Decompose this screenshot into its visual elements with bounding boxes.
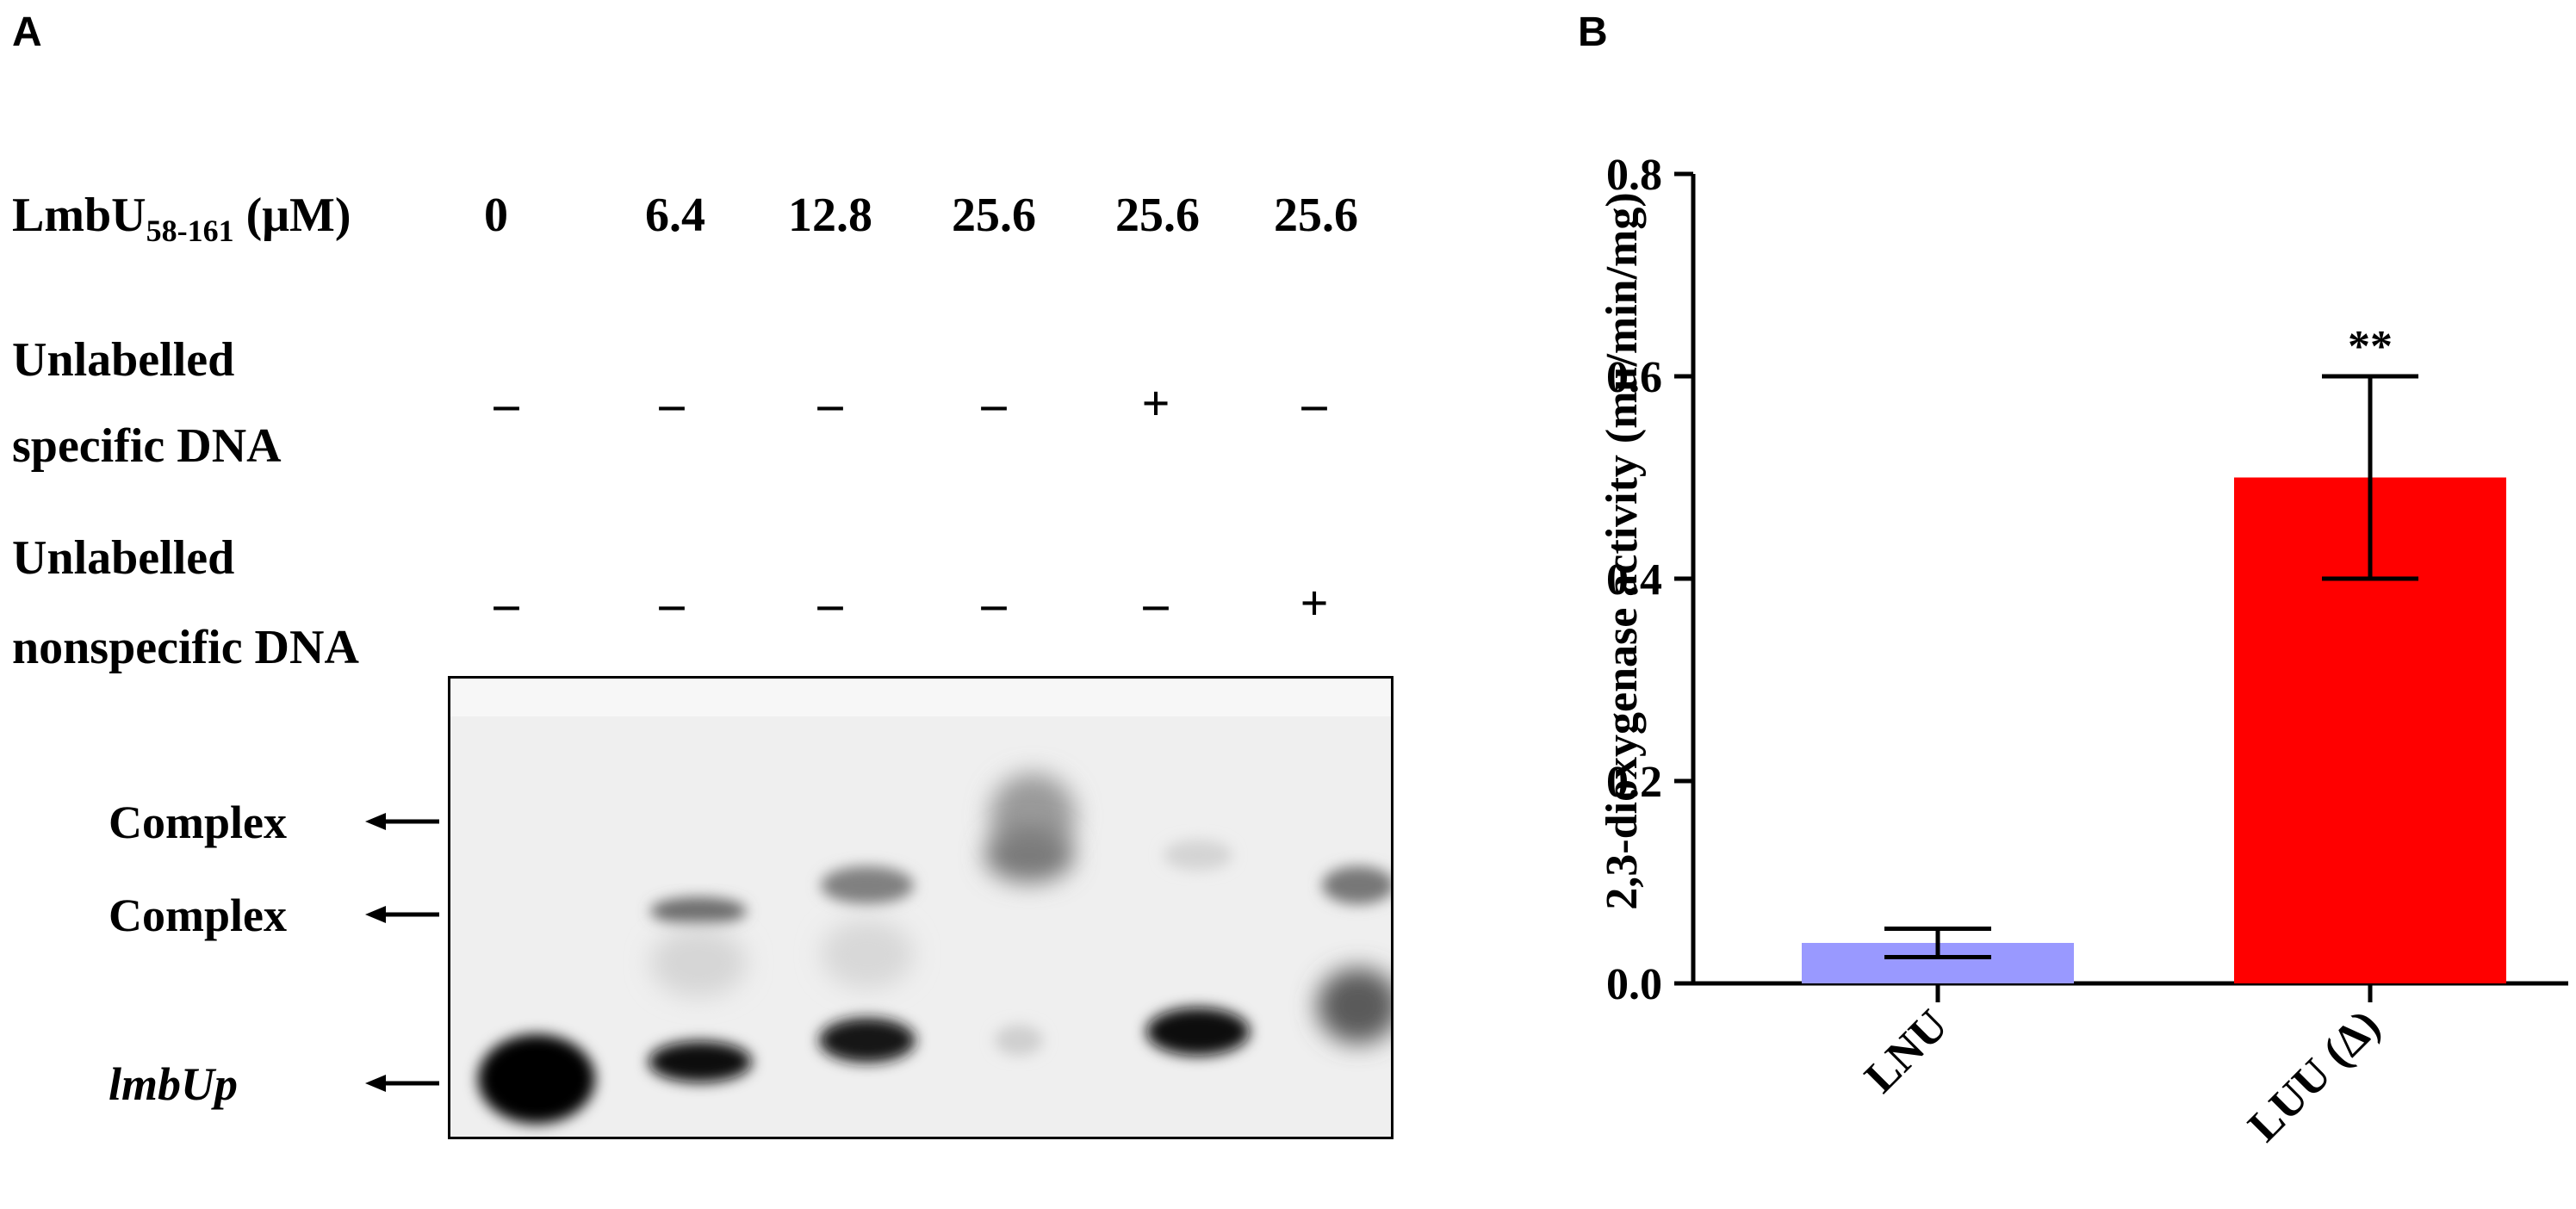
complex-lower-label: Complex [109, 890, 287, 941]
lane5-specific-dna: + [1141, 375, 1170, 431]
bar-2 [2234, 477, 2506, 983]
lmbu-concentration-label: LmbU58-161 (μM) [12, 191, 351, 246]
complex-upper-label: Complex [109, 797, 287, 848]
lane2-smear [650, 928, 747, 997]
x-tick-label: LUU (Δ) [2239, 1001, 2390, 1151]
lane1-free-probe-band [478, 1034, 595, 1124]
lane3-concentration: 12.8 [788, 189, 872, 242]
gel-bands [450, 679, 1391, 1137]
lane4-nonspecific-dna: – [981, 575, 1007, 631]
emsa-gel-image [448, 676, 1394, 1139]
lane2-free-probe-band [649, 1041, 752, 1082]
lane3-specific-dna: – [817, 375, 843, 431]
lane4-concentration: 25.6 [952, 189, 1036, 242]
lane5-free-probe-band [1146, 1008, 1250, 1056]
y-axis-label: 2,3-dioxygenase activity (mu/min/mg) [1598, 192, 1647, 909]
panel-b-letter: B [1578, 9, 1608, 55]
lane5-nonspecific-dna: – [1143, 575, 1169, 631]
y-tick-label: 0.0 [1606, 960, 1662, 1009]
lane6-specific-dna: – [1301, 375, 1327, 431]
complex-lower-arrowhead [365, 906, 386, 923]
lmbu-label-unit: (μM) [233, 189, 351, 242]
y-tick-label: 0.8 [1606, 151, 1662, 200]
lane6-free-probe-band [1317, 968, 1391, 1044]
lane6-nonspecific-dna: + [1300, 575, 1329, 631]
lane4-specific-dna: – [981, 375, 1007, 431]
lane1-specific-dna: – [493, 375, 519, 431]
y-tick-label: 0.2 [1606, 758, 1662, 807]
lane2-concentration: 6.4 [645, 189, 705, 242]
lane2-nonspecific-dna: – [659, 575, 685, 631]
lmbu-label-subscript: 58-161 [146, 214, 234, 248]
bar-1 [1802, 943, 2074, 983]
nonspecific-dna-label-line1: Unlabelled [12, 531, 235, 585]
lane2-complex-band [650, 897, 747, 925]
complex-upper-arrowhead [365, 813, 386, 830]
y-tick-label: 0.4 [1606, 555, 1662, 604]
lane1-nonspecific-dna: – [493, 575, 519, 631]
lane2-specific-dna: – [659, 375, 685, 431]
lmbu-label-main: LmbU [12, 189, 146, 242]
lane4-free-probe-band [995, 1025, 1043, 1056]
lane3-nonspecific-dna: – [817, 575, 843, 631]
lane4-complex-band [984, 828, 1074, 883]
lane3-smear [821, 920, 914, 989]
lmbup-label: lmbUp [109, 1058, 239, 1110]
lane3-free-probe-band [819, 1018, 916, 1063]
lane1-concentration: 0 [484, 189, 508, 242]
lane3-complex-band [821, 866, 914, 904]
lane6-complex-band [1322, 866, 1391, 904]
panel-a-letter: A [12, 9, 42, 55]
specific-dna-label-line1: Unlabelled [12, 333, 235, 387]
lane5-concentration: 25.6 [1115, 189, 1200, 242]
specific-dna-label-line2: specific DNA [12, 419, 282, 473]
y-tick-label: 0.6 [1606, 353, 1662, 402]
significance-marker: ** [2348, 322, 2393, 371]
nonspecific-dna-label-line2: nonspecific DNA [12, 621, 359, 674]
lmbup-arrowhead [365, 1075, 386, 1092]
lane5-faint-complex-band [1164, 840, 1232, 871]
lane6-concentration: 25.6 [1274, 189, 1358, 242]
x-tick-label: LNU [1856, 1001, 1958, 1102]
